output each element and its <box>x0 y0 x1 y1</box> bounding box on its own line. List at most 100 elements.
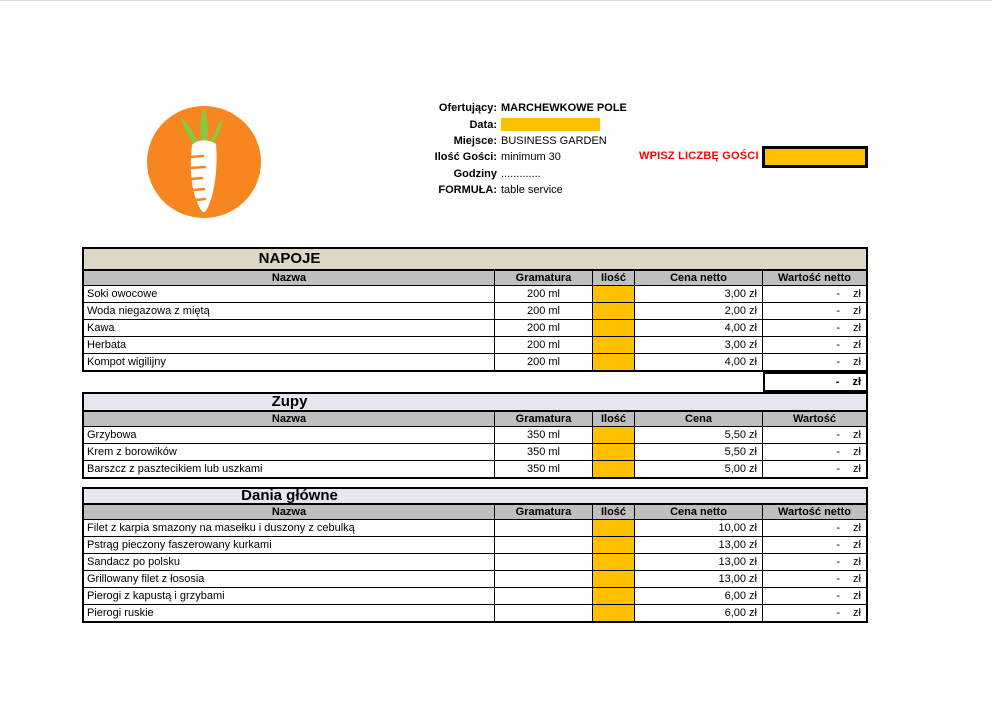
menu-section-zupy: Zupy Nazwa Gramatura Ilość Cena Wartość Grzybo… <box>82 392 868 479</box>
value-dash: - <box>836 446 841 458</box>
value-dash: - <box>836 429 841 441</box>
total-value-cell: - zł <box>763 372 868 392</box>
column-header-cena-netto: Cena netto <box>635 505 763 519</box>
column-header-nazwa: Nazwa <box>84 412 495 426</box>
value-unit: zł <box>853 339 861 351</box>
value-dash: - <box>836 522 841 534</box>
item-gramatura <box>495 588 593 604</box>
value-dash: - <box>836 556 841 568</box>
item-price: 4,00 zł <box>635 320 763 336</box>
item-value: - zł <box>763 571 866 587</box>
value-dash: - <box>836 356 841 368</box>
quantity-input-cell[interactable] <box>593 461 635 477</box>
menu-tables: NAPOJE Nazwa Gramatura Ilość Cena netto Warto… <box>82 247 868 623</box>
offer-field-value: table service <box>501 184 563 197</box>
item-value: - zł <box>763 303 866 319</box>
value-unit: zł <box>853 429 861 441</box>
menu-row-grzybowa: Grzybowa 350 ml 5,50 zł - zł <box>84 427 866 444</box>
item-gramatura <box>495 554 593 570</box>
date-input[interactable] <box>501 118 600 132</box>
value-dash: - <box>836 305 841 317</box>
item-value: - zł <box>763 520 866 536</box>
offer-field-label: Data: <box>469 118 497 131</box>
quantity-input-cell[interactable] <box>593 354 635 370</box>
section-title-row: NAPOJE <box>84 249 866 271</box>
item-value: - zł <box>763 320 866 336</box>
value-dash: - <box>836 573 841 585</box>
item-value: - zł <box>763 337 866 353</box>
section-title: Dania główne <box>241 487 338 504</box>
guest-count-prompt: WPISZ LICZBĘ GOŚCI <box>639 150 759 162</box>
carrot-logo <box>147 106 261 218</box>
quantity-input-cell[interactable] <box>593 286 635 302</box>
item-name: Kawa <box>84 320 495 336</box>
page-top-divider <box>0 0 992 1</box>
quantity-input-cell[interactable] <box>593 444 635 460</box>
guest-count-input[interactable] <box>762 146 868 168</box>
quantity-input-cell[interactable] <box>593 588 635 604</box>
quantity-input-cell[interactable] <box>593 337 635 353</box>
quantity-input-cell[interactable] <box>593 303 635 319</box>
quantity-input-cell[interactable] <box>593 554 635 570</box>
item-price: 13,00 zł <box>635 537 763 553</box>
offer-field-label: Ilość Gości: <box>434 151 497 164</box>
menu-row-krem-z-borowik-w: Krem z borowików 350 ml 5,50 zł - zł <box>84 444 866 461</box>
item-gramatura <box>495 537 593 553</box>
value-unit: zł <box>853 607 861 619</box>
column-header-ilo: Ilość <box>593 271 635 285</box>
item-gramatura <box>495 520 593 536</box>
value-unit: zł <box>853 463 861 475</box>
offer-field-data: Data: <box>300 116 627 132</box>
menu-row-grillowany-filet-z-ososia: Grillowany filet z łososia 13,00 zł - zł <box>84 571 866 588</box>
item-price: 5,50 zł <box>635 444 763 460</box>
section-total-row: - zł <box>82 372 868 392</box>
value-unit: zł <box>853 590 861 602</box>
value-unit: zł <box>853 322 861 334</box>
offer-field-formu-a: FORMUŁA: table service <box>300 182 627 198</box>
quantity-input-cell[interactable] <box>593 605 635 621</box>
column-header-cena-netto: Cena netto <box>635 271 763 285</box>
menu-row-kompot-wigilijny: Kompot wigilijny 200 ml 4,00 zł - zł <box>84 354 866 370</box>
value-dash: - <box>836 607 841 619</box>
value-dash: - <box>836 590 841 602</box>
column-header-warto-netto: Wartość netto <box>778 506 851 518</box>
offer-field-ilo-go-ci: Ilość Gości: minimum 30 <box>300 149 627 165</box>
value-unit: zł <box>853 556 861 568</box>
item-gramatura: 200 ml <box>495 286 593 302</box>
item-gramatura: 200 ml <box>495 354 593 370</box>
offer-header: Ofertujący: MARCHEWKOWE POLE Data: Miejsce:… <box>300 100 627 198</box>
column-header-nazwa: Nazwa <box>84 505 495 519</box>
item-value: - zł <box>763 444 866 460</box>
item-value: - zł <box>763 461 866 477</box>
item-name: Pierogi z kapustą i grzybami <box>84 588 495 604</box>
offer-field-value: BUSINESS GARDEN <box>501 134 607 147</box>
quantity-input-cell[interactable] <box>593 537 635 553</box>
quantity-input-cell[interactable] <box>593 427 635 443</box>
item-gramatura: 350 ml <box>495 461 593 477</box>
item-price: 6,00 zł <box>635 605 763 621</box>
column-header-gramatura: Gramatura <box>495 412 593 426</box>
quantity-input-cell[interactable] <box>593 520 635 536</box>
item-name: Herbata <box>84 337 495 353</box>
column-header-cena: Cena <box>635 412 763 426</box>
section-title: NAPOJE <box>258 250 321 267</box>
menu-section-napoje: NAPOJE Nazwa Gramatura Ilość Cena netto Warto… <box>82 247 868 372</box>
item-name: Grzybowa <box>84 427 495 443</box>
value-dash: - <box>836 288 841 300</box>
menu-row-pierogi-z-kapust-i-grzybami: Pierogi z kapustą i grzybami 6,00 zł - zł <box>84 588 866 605</box>
value-unit: zł <box>853 356 861 368</box>
item-gramatura: 350 ml <box>495 444 593 460</box>
value-unit: zł <box>853 446 861 458</box>
item-value: - zł <box>763 286 866 302</box>
column-header-row: Nazwa Gramatura Ilość Cena Wartość <box>84 412 866 427</box>
offer-field-godziny: Godziny............. <box>300 166 627 182</box>
item-gramatura <box>495 605 593 621</box>
menu-row-soki-owocowe: Soki owocowe 200 ml 3,00 zł - zł <box>84 286 866 303</box>
item-name: Kompot wigilijny <box>84 354 495 370</box>
value-dash: - <box>836 339 841 351</box>
menu-section-dania-g-wne: Dania główne Nazwa Gramatura Ilość Cena nett… <box>82 487 868 623</box>
quantity-input-cell[interactable] <box>593 571 635 587</box>
item-name: Pierogi ruskie <box>84 605 495 621</box>
item-name: Soki owocowe <box>84 286 495 302</box>
quantity-input-cell[interactable] <box>593 320 635 336</box>
